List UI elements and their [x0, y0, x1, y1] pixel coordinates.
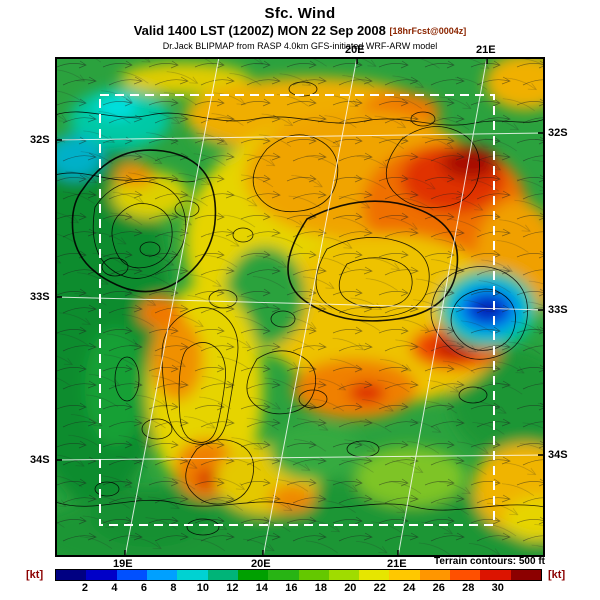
unit-label-left: [kt] — [26, 569, 44, 581]
lon-label-bottom-19e: 19E — [113, 558, 133, 570]
lat-label-left-34s: 34S — [30, 454, 50, 466]
wind-speed-map — [55, 57, 545, 557]
graticule — [55, 57, 545, 557]
page-title: Sfc. Wind — [264, 5, 336, 22]
terrain-contours-note: Terrain contours: 500 ft — [434, 556, 545, 567]
valid-time-line: Valid 1400 LST (1200Z) MON 22 Sep 2008 [… — [0, 23, 600, 38]
lat-label-left-32s: 32S — [30, 134, 50, 146]
map-ticks — [55, 57, 545, 557]
lon-label-top-21e: 21E — [476, 44, 496, 56]
colorbar: 2 4 6 8 10 12 14 16 18 20 22 24 26 28 30 — [55, 569, 542, 594]
terrain-contours-major — [71, 149, 459, 322]
domain-boundary-dashed — [99, 94, 495, 526]
model-line: Dr.Jack BLIPMAP from RASP 4.0km GFS-init… — [162, 41, 438, 51]
lat-label-left-33s: 33S — [30, 291, 50, 303]
unit-label-right: [kt] — [548, 569, 566, 581]
colorbar-ticks: 2 4 6 8 10 12 14 16 18 20 22 24 26 28 30 — [81, 582, 504, 594]
lon-label-bottom-20e: 20E — [251, 558, 271, 570]
lat-label-right-34s: 34S — [548, 449, 568, 461]
lon-label-bottom-21e: 21E — [387, 558, 407, 570]
lon-label-top-20e: 20E — [345, 44, 365, 56]
streamlines-layer-2 — [55, 57, 545, 557]
valid-time-text: Valid 1400 LST (1200Z) MON 22 Sep 2008 — [133, 23, 386, 38]
colorbar-cells — [55, 569, 542, 581]
map-frame — [55, 57, 545, 557]
lat-label-right-33s: 33S — [548, 304, 568, 316]
forecast-note: [18hrFcst@0004z] — [389, 26, 467, 36]
lat-label-right-32s: 32S — [548, 127, 568, 139]
